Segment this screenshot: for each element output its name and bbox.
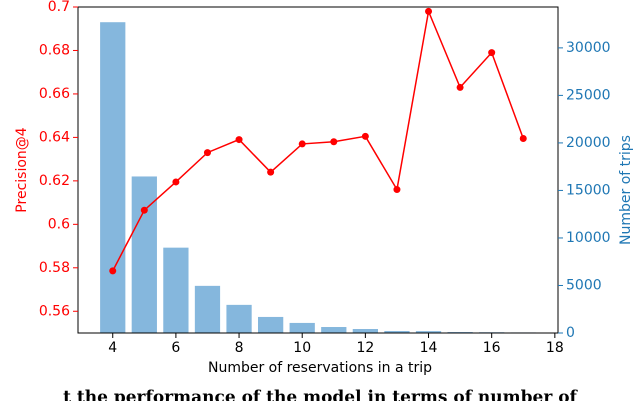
bar [352, 329, 378, 333]
point [488, 49, 496, 57]
y-tick-label: 0.7 [48, 0, 70, 15]
bar [289, 322, 315, 333]
y2-tick-label: 30000 [566, 40, 611, 56]
y-tick-label: 0.64 [39, 129, 70, 145]
y-axis-label: Precision@4 [14, 127, 30, 212]
y2-tick-label: 25000 [566, 87, 611, 103]
bar [131, 176, 157, 333]
x-axis-label: Number of reservations in a trip [208, 360, 432, 376]
y-tick-label: 0.58 [39, 260, 70, 276]
point [456, 83, 464, 91]
y2-tick-label: 0 [566, 325, 575, 341]
x-tick-label: 8 [235, 340, 244, 356]
y2-tick-label: 5000 [566, 277, 602, 293]
y2-tick-label: 15000 [566, 182, 611, 198]
y2-tick-label: 10000 [566, 230, 611, 246]
point [172, 178, 180, 186]
point [140, 206, 148, 214]
point [203, 149, 211, 157]
point [393, 186, 401, 194]
bar [100, 22, 126, 333]
y2-tick-label: 20000 [566, 135, 611, 151]
y2-axis-label: Number of trips [618, 135, 634, 245]
point [361, 132, 369, 140]
bar [226, 304, 252, 333]
y-tick-label: 0.6 [48, 216, 70, 232]
caption: t the performance of the model in terms … [63, 388, 578, 401]
point [330, 138, 338, 146]
y-tick-label: 0.68 [39, 42, 70, 58]
point [425, 7, 433, 15]
bar [321, 327, 347, 333]
bar [415, 331, 442, 333]
plot-frame [77, 6, 559, 334]
x-tick-label: 14 [420, 340, 438, 356]
bar [194, 285, 221, 333]
y-tick-label: 0.66 [39, 86, 70, 102]
bar [384, 331, 410, 333]
x-tick-label: 6 [171, 340, 180, 356]
y-tick-label: 0.56 [39, 303, 70, 319]
point [519, 134, 527, 142]
point [267, 168, 275, 176]
x-tick-label: 12 [356, 340, 374, 356]
x-tick-label: 4 [108, 340, 117, 356]
x-tick-label: 18 [546, 340, 564, 356]
x-tick-label: 10 [293, 340, 311, 356]
x-tick-label: 16 [483, 340, 501, 356]
point [298, 140, 306, 148]
point [109, 267, 117, 275]
bar [258, 316, 284, 333]
bar [163, 247, 189, 333]
line [112, 8, 524, 272]
point [235, 136, 243, 144]
y-tick-label: 0.62 [39, 173, 70, 189]
